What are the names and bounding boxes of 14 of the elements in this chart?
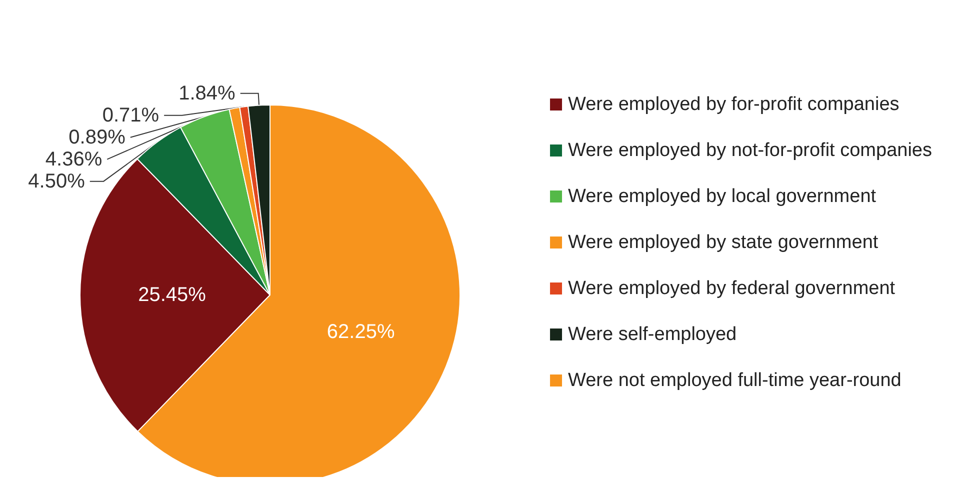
data-label: 4.50% (28, 170, 86, 192)
data-label: 0.71% (102, 104, 160, 126)
legend-label: Were employed by for-profit companies (568, 94, 900, 115)
legend-label: Were employed by federal government (568, 278, 896, 299)
legend-label: Were employed by state government (568, 232, 879, 253)
legend-label: Were not employed full-time year-round (568, 370, 902, 391)
legend-label: Were employed by not-for-profit companies (568, 140, 932, 161)
data-label: 1.84% (178, 82, 236, 104)
data-label: 25.45% (138, 284, 206, 306)
legend-label: Were self-employed (568, 324, 737, 345)
legend-label: Were employed by local government (568, 186, 877, 207)
data-label: 4.36% (45, 148, 102, 170)
data-label: 0.89% (68, 126, 126, 148)
data-label: 62.25% (326, 320, 395, 343)
